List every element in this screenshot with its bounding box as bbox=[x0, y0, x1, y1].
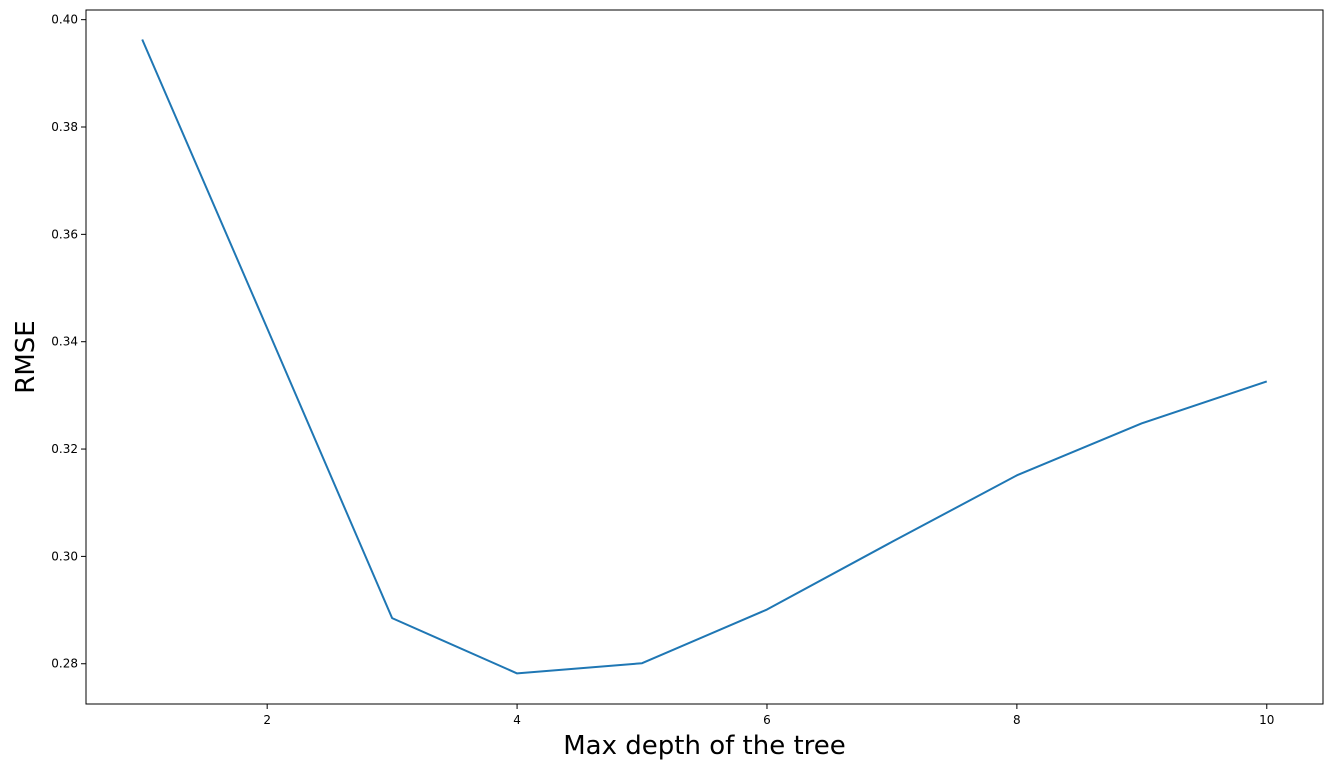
y-tick-label: 0.40 bbox=[51, 13, 78, 27]
x-tick-label: 8 bbox=[1013, 713, 1021, 727]
y-tick-label: 0.28 bbox=[51, 657, 78, 671]
x-tick-label: 6 bbox=[763, 713, 771, 727]
y-tick-label: 0.38 bbox=[51, 120, 78, 134]
series-layer bbox=[141, 39, 1268, 675]
y-axis-ticks: 0.28 0.30 0.32 0.34 0.36 0.38 0.40 bbox=[51, 13, 86, 671]
x-axis-title: Max depth of the tree bbox=[563, 731, 846, 761]
x-tick-label: 10 bbox=[1259, 713, 1274, 727]
series-line-0 bbox=[141, 39, 1268, 675]
y-tick-label: 0.34 bbox=[51, 335, 78, 349]
y-tick-label: 0.36 bbox=[51, 227, 78, 241]
y-tick-label: 0.30 bbox=[51, 549, 78, 563]
y-axis-title: RMSE bbox=[11, 320, 41, 393]
x-tick-label: 2 bbox=[263, 713, 271, 727]
y-tick-label: 0.32 bbox=[51, 442, 78, 456]
plot-background bbox=[86, 10, 1323, 704]
x-tick-label: 4 bbox=[513, 713, 521, 727]
x-axis-ticks: 2 4 6 8 10 bbox=[263, 704, 1274, 727]
plot-frame bbox=[85, 9, 1324, 705]
